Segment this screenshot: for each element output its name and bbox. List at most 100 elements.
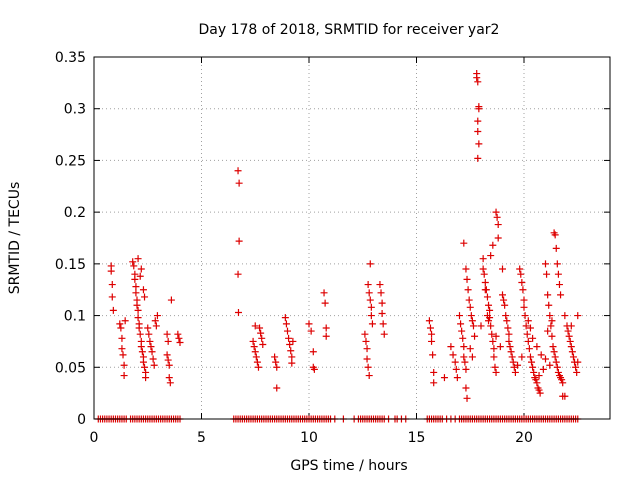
data-point <box>447 343 455 351</box>
data-point <box>460 239 468 247</box>
data-point <box>430 379 438 387</box>
data-point <box>149 355 157 363</box>
data-point <box>475 140 483 148</box>
data-point <box>501 301 509 309</box>
data-point <box>305 320 313 328</box>
data-point <box>287 347 295 355</box>
data-point <box>561 392 569 400</box>
data-point <box>532 376 540 384</box>
data-point <box>524 337 532 345</box>
data-point <box>134 306 142 314</box>
data-point <box>507 348 515 356</box>
x-tick-label: 15 <box>408 430 426 446</box>
data-point <box>131 275 139 283</box>
data-point <box>573 368 581 376</box>
data-point <box>284 327 291 335</box>
y-tick-label: 0.05 <box>55 360 86 376</box>
data-point <box>286 341 294 349</box>
data-point <box>252 353 260 361</box>
data-point <box>249 337 257 345</box>
data-point <box>376 281 384 289</box>
data-point <box>539 365 547 373</box>
data-point <box>379 320 387 328</box>
data-point <box>428 330 436 338</box>
data-point <box>322 324 330 332</box>
data-point <box>546 361 554 369</box>
data-point <box>561 312 569 320</box>
data-point <box>552 358 560 366</box>
data-point <box>368 320 376 328</box>
data-point <box>281 314 289 322</box>
data-point <box>530 368 538 376</box>
data-point <box>521 312 529 320</box>
data-point <box>542 260 549 268</box>
data-point <box>516 265 524 273</box>
data-point <box>167 296 175 304</box>
data-point <box>504 324 512 332</box>
data-point <box>487 252 495 260</box>
data-point <box>550 348 558 356</box>
data-point <box>520 303 528 311</box>
data-point <box>253 358 261 366</box>
data-point <box>488 330 496 338</box>
data-point <box>138 348 146 356</box>
data-point <box>474 127 482 135</box>
data-point <box>366 296 374 304</box>
data-point <box>153 312 161 320</box>
x-tick-label: 0 <box>90 430 99 446</box>
data-point <box>118 345 126 353</box>
data-point <box>134 314 142 322</box>
data-point <box>234 270 242 278</box>
y-tick-label: 0.2 <box>64 205 86 221</box>
data-point <box>546 312 554 320</box>
y-tick-label: 0.25 <box>55 153 86 169</box>
data-point <box>258 334 266 342</box>
data-point <box>514 361 522 369</box>
data-point <box>511 368 519 376</box>
data-point <box>307 327 315 335</box>
data-point <box>547 322 555 330</box>
data-point <box>536 389 544 397</box>
data-point <box>148 348 156 356</box>
data-point <box>120 372 128 380</box>
data-point <box>362 337 370 345</box>
data-point <box>130 262 138 270</box>
data-point <box>134 255 142 263</box>
data-point <box>163 351 171 359</box>
data-point <box>452 365 460 373</box>
data-point <box>559 379 567 387</box>
plot-frame <box>93 56 611 420</box>
data-point <box>479 265 487 273</box>
data-point <box>574 312 582 320</box>
data-point <box>137 343 145 351</box>
data-point <box>282 320 290 328</box>
data-point <box>518 278 526 286</box>
data-point <box>518 353 526 361</box>
data-point <box>525 345 533 353</box>
data-point <box>574 358 582 366</box>
data-point <box>163 330 171 338</box>
data-point <box>176 338 184 346</box>
data-point <box>378 310 386 318</box>
data-point <box>165 361 173 369</box>
data-point <box>137 265 145 273</box>
data-point <box>461 358 469 366</box>
data-point <box>468 353 476 361</box>
data-point <box>426 324 434 332</box>
data-point <box>457 320 465 328</box>
data-point <box>500 296 508 304</box>
data-point <box>481 278 489 286</box>
data-point <box>364 363 372 371</box>
data-point <box>463 275 471 283</box>
data-point <box>377 289 385 297</box>
data-point <box>273 363 281 371</box>
data-point <box>505 330 513 338</box>
data-point <box>466 303 474 311</box>
data-point <box>489 241 497 249</box>
data-point <box>285 334 293 342</box>
data-point <box>361 330 369 338</box>
data-point <box>494 221 502 229</box>
data-point <box>234 167 242 175</box>
data-point <box>363 355 371 363</box>
data-point <box>486 306 494 314</box>
